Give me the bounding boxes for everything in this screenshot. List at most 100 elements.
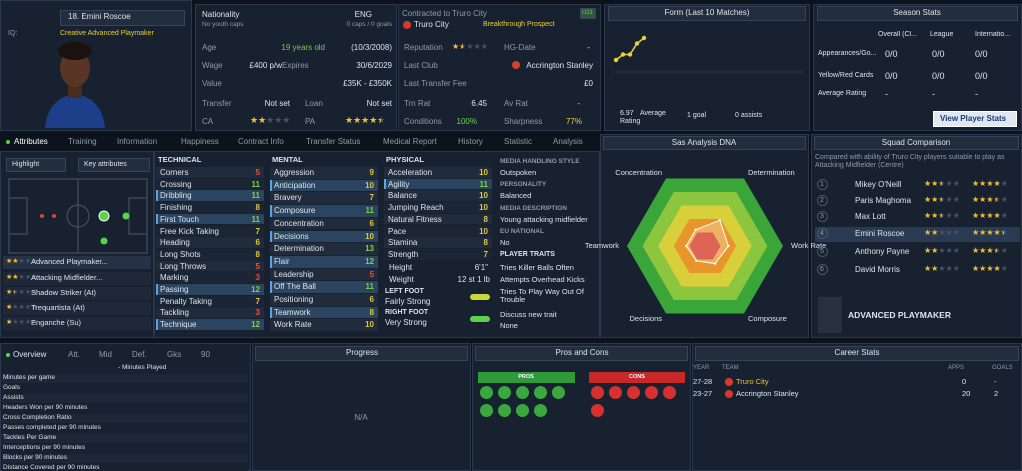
position-accomplished — [122, 212, 130, 220]
label: Aggression — [274, 168, 315, 177]
tab[interactable]: Information — [117, 137, 158, 146]
form-header[interactable] — [608, 6, 806, 21]
form-panel — [604, 4, 810, 131]
attribute-row — [270, 243, 378, 255]
label: Highlight — [12, 161, 40, 168]
pro-icon — [534, 386, 547, 399]
attribute-row — [156, 307, 264, 319]
squad-header[interactable] — [814, 136, 1019, 150]
label: 23-27 — [693, 389, 713, 398]
label: Technique — [160, 320, 197, 330]
tab[interactable]: Happiness — [181, 137, 219, 146]
tab[interactable]: Training — [68, 137, 97, 146]
metric-row — [2, 414, 248, 423]
value: 10 — [365, 180, 374, 190]
label: Accrington Stanley — [736, 389, 799, 398]
pro-icon — [516, 386, 529, 399]
attribute-row — [384, 167, 492, 178]
season-header[interactable] — [817, 6, 1018, 21]
stars: ★★★★★★★★★★ — [924, 195, 960, 204]
tab[interactable]: Statistic — [504, 137, 533, 146]
label: Cross Completion Ratio — [3, 414, 72, 421]
label: Yellow/Red Cards — [818, 72, 874, 79]
tab[interactable]: Attributes — [14, 137, 48, 146]
value: £35K - £350K — [343, 79, 392, 88]
tab[interactable]: Transfer Status — [306, 137, 361, 146]
value: 10 — [365, 320, 374, 330]
neck — [68, 84, 82, 98]
stars: ★★★★★★★★★★ — [972, 195, 1008, 204]
highlight-dropdown[interactable] — [6, 158, 66, 172]
label: Work Rate — [791, 241, 827, 250]
tab[interactable]: Att. — [68, 350, 81, 359]
label: - — [975, 89, 978, 99]
career-header[interactable] — [695, 346, 1019, 361]
player-select[interactable] — [60, 10, 185, 26]
label: 6 — [820, 266, 824, 273]
view-stats-button[interactable] — [933, 111, 1017, 127]
label: 18. Emini Roscoe — [68, 12, 131, 21]
attribute-row — [156, 248, 264, 260]
stars: ★★★★★★★★★★ — [6, 257, 38, 265]
tab[interactable]: 90 — [201, 350, 210, 359]
value: 7 — [369, 193, 374, 203]
tab[interactable]: Overview — [13, 350, 47, 359]
star-fill: ★★★★★ — [924, 265, 939, 273]
label: Conditions — [404, 117, 442, 126]
header-title: Career Stats — [834, 348, 880, 357]
tab[interactable]: Gks — [167, 350, 182, 359]
key-attributes-dropdown[interactable] — [78, 158, 150, 172]
progress-header[interactable] — [255, 346, 468, 361]
attribute-row — [156, 178, 264, 190]
tab[interactable]: Medical Report — [383, 137, 437, 146]
con-icon — [627, 386, 640, 399]
label: Long Throws — [160, 261, 207, 271]
attribute-row — [156, 237, 264, 248]
pros-cons-header[interactable] — [475, 346, 688, 361]
label: Height — [389, 263, 413, 272]
star-fill: ★★★★★ — [972, 180, 1001, 188]
pros-bar — [478, 372, 575, 383]
label: Av Rat — [504, 99, 528, 108]
tab[interactable]: Def. — [132, 350, 147, 359]
star-fill: ★★★★★ — [924, 180, 942, 188]
tab[interactable]: Mid — [99, 350, 112, 359]
metric-row — [2, 434, 248, 443]
label: LEFT FOOT — [385, 288, 424, 295]
label: ADVANCED PLAYMAKER — [848, 310, 951, 320]
label: Appearances/Go... — [818, 50, 877, 57]
label: Value — [202, 79, 222, 88]
tab[interactable]: Analysis — [553, 137, 583, 146]
label: Penalty Taking — [160, 296, 212, 306]
label: TEAM — [722, 365, 739, 371]
stars: ★★★★★★★★★★ — [6, 303, 38, 311]
tab[interactable]: History — [458, 137, 483, 146]
value: 8 — [369, 307, 374, 317]
value: 6.45 — [471, 99, 487, 108]
label: 1 goal — [687, 112, 707, 119]
label: Passing — [160, 285, 189, 294]
label: Last Transfer Fee — [404, 79, 467, 88]
label: Breakthrough Prospect — [483, 21, 555, 28]
career-panel — [692, 343, 1022, 471]
key-attribute-row — [270, 179, 378, 192]
star-fill: ★★★★★ — [924, 229, 939, 237]
header-title: Season Stats — [893, 8, 941, 17]
rank-circle — [817, 195, 828, 206]
label: CA — [202, 117, 214, 126]
form-point — [627, 52, 633, 57]
label: 0/0 — [932, 49, 945, 59]
tab[interactable]: Contract Info — [238, 137, 284, 146]
value: 5 — [255, 261, 260, 271]
value: 10 — [365, 231, 374, 241]
dna-header[interactable] — [603, 136, 806, 150]
value: 10 — [479, 226, 488, 236]
star-fill: ★★★★★ — [6, 289, 15, 296]
label: Blocks per 90 minutes — [3, 454, 67, 461]
stars: ★★★★★★★★★★ — [250, 116, 291, 126]
label: Work Rate — [274, 320, 312, 330]
stars: ★★★★★★★★★★ — [972, 211, 1008, 220]
value: 12 — [365, 256, 374, 266]
dna-radar — [627, 178, 783, 314]
